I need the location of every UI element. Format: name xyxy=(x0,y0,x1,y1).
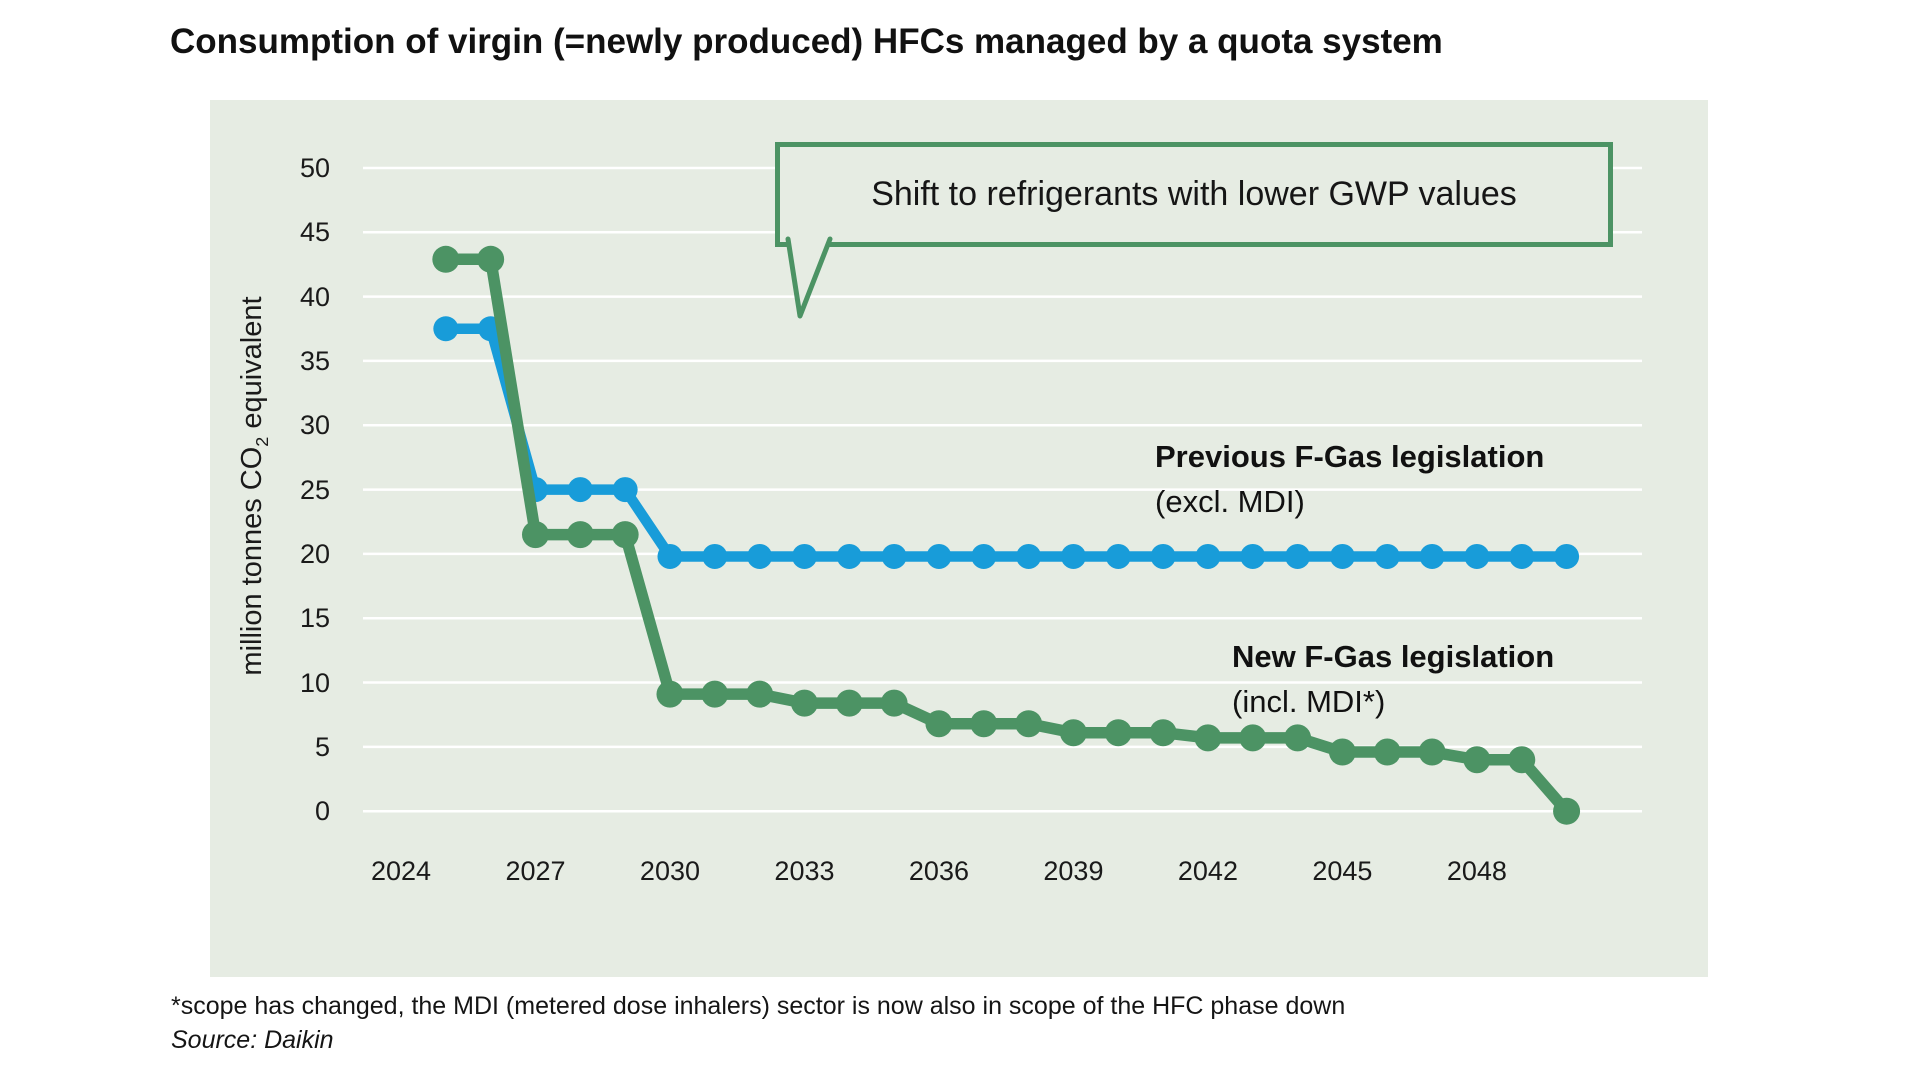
data-point-previous-2042 xyxy=(1195,543,1221,569)
data-point-new-2042 xyxy=(1194,724,1222,752)
data-point-previous-2033 xyxy=(791,543,817,569)
data-point-new-2037 xyxy=(970,710,998,738)
callout-tail xyxy=(785,236,833,319)
data-point-previous-2037 xyxy=(971,543,997,569)
x-tick-label-2024: 2024 xyxy=(370,856,432,886)
data-point-previous-2038 xyxy=(1016,543,1042,569)
y-tick-label-30: 30 xyxy=(299,410,330,441)
page-title: Consumption of virgin (=newly produced) … xyxy=(170,22,1443,61)
data-point-previous-2028 xyxy=(567,477,593,503)
callout-text: Shift to refrigerants with lower GWP val… xyxy=(871,175,1517,213)
legend-previous-legislation: Previous F-Gas legislation (excl. MDI) xyxy=(1155,434,1544,524)
x-tick-label-2048: 2048 xyxy=(1446,856,1507,886)
data-point-previous-2036 xyxy=(926,543,952,569)
data-point-new-2035 xyxy=(880,689,908,717)
y-tick-label-5: 5 xyxy=(314,731,330,762)
data-point-previous-2034 xyxy=(836,543,862,569)
y-tick-label-50: 50 xyxy=(299,152,330,183)
x-tick-label-2027: 2027 xyxy=(505,856,566,886)
x-tick-label-2039: 2039 xyxy=(1043,856,1104,886)
y-tick-label-35: 35 xyxy=(299,345,330,376)
data-point-new-2046 xyxy=(1373,738,1401,766)
data-point-new-2044 xyxy=(1284,724,1312,752)
y-tick-label-10: 10 xyxy=(299,667,330,698)
data-point-new-2038 xyxy=(1015,710,1043,738)
x-tick-label-2042: 2042 xyxy=(1177,856,1238,886)
data-point-previous-2048 xyxy=(1464,543,1490,569)
data-point-new-2025 xyxy=(432,245,460,273)
callout-bubble: Shift to refrigerants with lower GWP val… xyxy=(775,142,1613,247)
data-point-new-2028 xyxy=(566,521,594,549)
legend-new-line2: (incl. MDI*) xyxy=(1232,684,1386,719)
source-attribution: Source: Daikin xyxy=(171,1026,334,1054)
legend-new-line1: New F-Gas legislation xyxy=(1232,639,1555,674)
data-point-previous-2029 xyxy=(612,477,638,503)
data-point-previous-2030 xyxy=(657,543,683,569)
y-tick-label-20: 20 xyxy=(299,538,330,569)
footnote: *scope has changed, the MDI (metered dos… xyxy=(171,992,1346,1020)
y-tick-label-45: 45 xyxy=(299,217,330,248)
data-point-previous-2041 xyxy=(1150,543,1176,569)
y-tick-label-15: 15 xyxy=(299,603,330,634)
data-point-new-2039 xyxy=(1059,719,1087,747)
data-point-previous-2025 xyxy=(433,316,459,342)
x-tick-label-2036: 2036 xyxy=(908,856,969,886)
data-point-new-2030 xyxy=(656,680,684,708)
data-point-previous-2039 xyxy=(1060,543,1086,569)
x-tick-label-2033: 2033 xyxy=(774,856,835,886)
data-point-new-2026 xyxy=(477,245,505,273)
data-point-previous-2044 xyxy=(1285,543,1311,569)
data-point-previous-2047 xyxy=(1419,543,1445,569)
data-point-previous-2046 xyxy=(1374,543,1400,569)
data-point-previous-2045 xyxy=(1329,543,1355,569)
data-point-previous-2050 xyxy=(1554,543,1580,569)
y-tick-label-25: 25 xyxy=(299,474,330,505)
data-point-new-2029 xyxy=(611,521,639,549)
data-point-previous-2040 xyxy=(1105,543,1131,569)
data-point-new-2032 xyxy=(746,680,774,708)
data-point-new-2047 xyxy=(1418,738,1446,766)
data-point-previous-2031 xyxy=(702,543,728,569)
legend-previous-line2: (excl. MDI) xyxy=(1155,484,1305,519)
y-tick-label-0: 0 xyxy=(314,796,330,827)
data-point-previous-2043 xyxy=(1240,543,1266,569)
data-point-new-2049 xyxy=(1508,746,1536,774)
x-tick-label-2045: 2045 xyxy=(1312,856,1373,886)
data-point-new-2031 xyxy=(701,680,729,708)
data-point-new-2033 xyxy=(790,689,818,717)
data-point-new-2034 xyxy=(835,689,863,717)
x-tick-label-2030: 2030 xyxy=(639,856,700,886)
data-point-previous-2032 xyxy=(747,543,773,569)
data-point-new-2040 xyxy=(1104,719,1132,747)
data-point-new-2050 xyxy=(1553,797,1581,825)
data-point-new-2043 xyxy=(1239,724,1267,752)
data-point-new-2036 xyxy=(925,710,953,738)
data-point-new-2041 xyxy=(1149,719,1177,747)
data-point-previous-2049 xyxy=(1509,543,1535,569)
data-point-new-2048 xyxy=(1463,746,1491,774)
data-point-new-2045 xyxy=(1328,738,1356,766)
data-point-new-2027 xyxy=(521,521,549,549)
data-point-previous-2035 xyxy=(881,543,907,569)
legend-new-legislation: New F-Gas legislation (incl. MDI*) xyxy=(1232,634,1554,724)
y-tick-label-40: 40 xyxy=(299,281,330,312)
legend-previous-line1: Previous F-Gas legislation xyxy=(1155,439,1545,474)
